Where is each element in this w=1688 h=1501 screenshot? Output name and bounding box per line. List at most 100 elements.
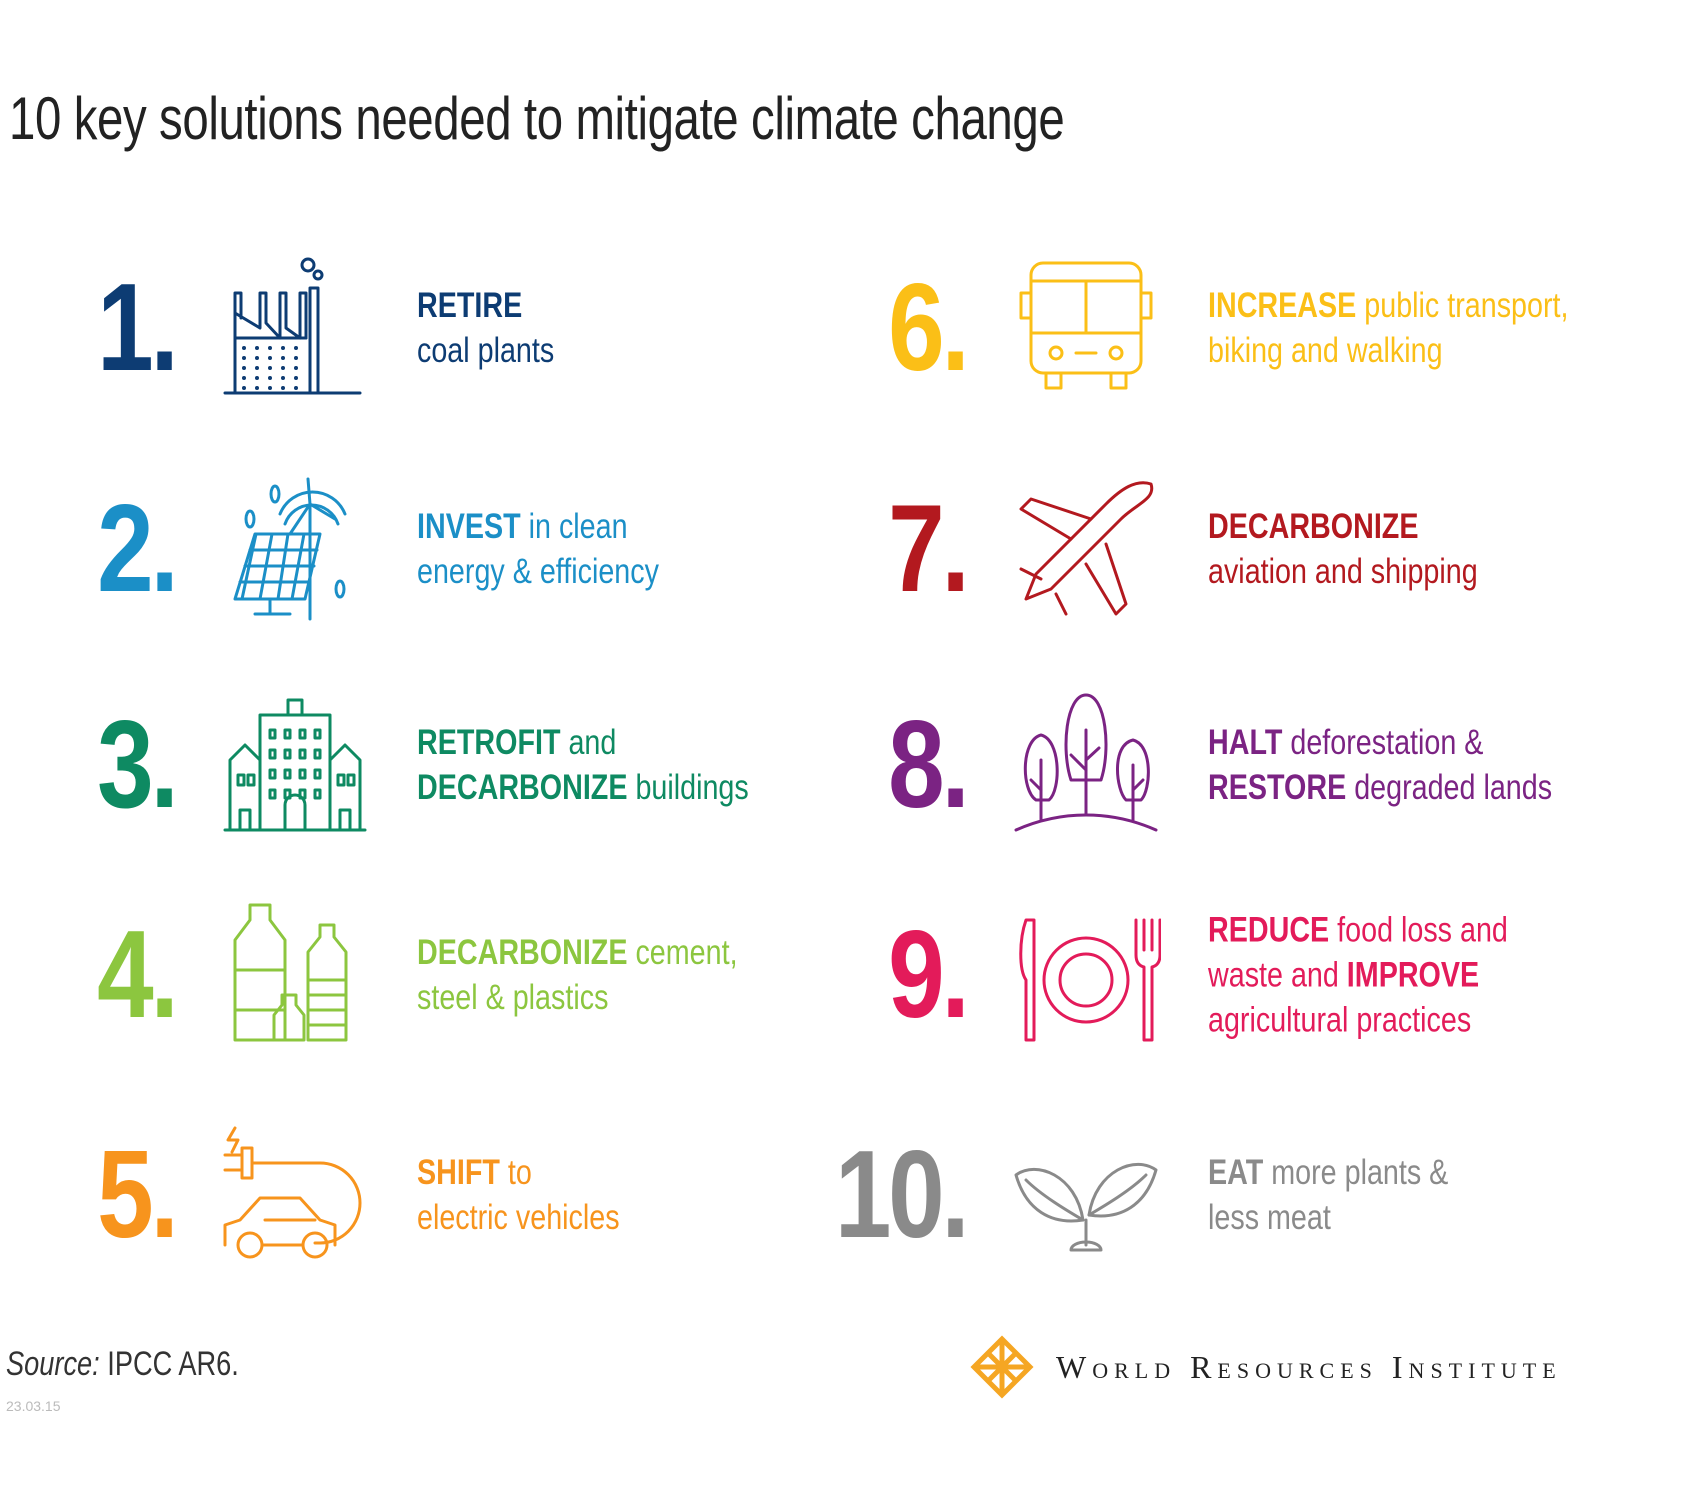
solution-text-line: EAT more plants & bbox=[1208, 1150, 1448, 1195]
solution-detail: electric vehicles bbox=[417, 1198, 620, 1237]
solution-keyword: DECARBONIZE bbox=[417, 768, 628, 807]
solution-text: SHIFT to electric vehicles bbox=[417, 1150, 620, 1240]
solution-text: EAT more plants & less meat bbox=[1208, 1150, 1448, 1240]
solution-text: RETIRE coal plants bbox=[417, 283, 554, 373]
solution-number: 1. bbox=[96, 259, 179, 397]
solution-keyword: REDUCE bbox=[1208, 910, 1330, 950]
solution-keyword: HALT bbox=[1208, 723, 1283, 762]
solution-item-10: 10. EAT more plants & less meat bbox=[791, 1115, 1571, 1275]
solution-number: 9. bbox=[887, 906, 970, 1044]
source-note: Source: IPCC AR6. bbox=[6, 1345, 239, 1384]
solution-detail: food loss and bbox=[1329, 910, 1508, 950]
solution-text: INVEST in clean energy & efficiency bbox=[417, 504, 659, 594]
source-text: IPCC AR6. bbox=[99, 1345, 239, 1383]
date-code: 23.03.15 bbox=[6, 1398, 61, 1414]
solution-detail: cement, bbox=[627, 933, 738, 972]
solution-detail: deforestation & bbox=[1282, 723, 1484, 762]
solution-detail: and bbox=[560, 723, 617, 762]
solution-item-6: 6. INCREASE public transport, biking and w… bbox=[791, 248, 1571, 408]
solution-detail: coal plants bbox=[417, 331, 555, 370]
solution-text-line: DECARBONIZE buildings bbox=[417, 765, 749, 810]
solution-text: REDUCE food loss and waste and IMPROVE agr… bbox=[1208, 908, 1508, 1043]
electric-car-icon bbox=[220, 1120, 370, 1270]
solution-text-line: energy & efficiency bbox=[417, 549, 659, 594]
solution-text-line: SHIFT to bbox=[417, 1150, 620, 1195]
solar-wind-icon bbox=[220, 474, 370, 624]
bus-icon bbox=[1011, 253, 1161, 403]
solution-text-line: less meat bbox=[1208, 1195, 1448, 1240]
solution-item-1: 1. RETIRE coal plants bbox=[0, 248, 780, 408]
solution-text-line: RESTORE degraded lands bbox=[1208, 765, 1552, 810]
plate-cutlery-icon bbox=[1011, 900, 1162, 1050]
solution-keyword: RESTORE bbox=[1208, 768, 1347, 807]
solution-text: DECARBONIZE aviation and shipping bbox=[1208, 504, 1478, 594]
solution-text-line: RETIRE bbox=[417, 283, 554, 328]
solution-keyword: INVEST bbox=[417, 507, 521, 546]
solution-keyword: SHIFT bbox=[417, 1153, 500, 1192]
bottles-icon bbox=[220, 900, 370, 1050]
solution-detail: buildings bbox=[627, 768, 749, 807]
solution-number: 7. bbox=[887, 480, 970, 618]
solution-detail: waste and bbox=[1208, 955, 1347, 995]
solution-text-line: electric vehicles bbox=[417, 1195, 620, 1240]
solution-number: 6. bbox=[887, 259, 970, 397]
solution-text: DECARBONIZE cement, steel & plastics bbox=[417, 930, 738, 1020]
solution-number: 10. bbox=[834, 1126, 969, 1264]
buildings-icon bbox=[220, 690, 370, 840]
solution-detail: aviation and shipping bbox=[1208, 552, 1478, 591]
solution-text-line: coal plants bbox=[417, 328, 554, 373]
solution-keyword: INCREASE bbox=[1208, 286, 1357, 325]
solution-item-4: 4. DECARBONIZE cement, steel & plastics bbox=[0, 895, 780, 1055]
solution-number: 3. bbox=[96, 696, 179, 834]
solution-text-line: steel & plastics bbox=[417, 975, 738, 1020]
solution-number: 2. bbox=[96, 480, 179, 618]
solution-detail: energy & efficiency bbox=[417, 552, 659, 591]
solution-text-line: aviation and shipping bbox=[1208, 549, 1478, 594]
solution-item-5: 5. SHIFT to electric vehicles bbox=[0, 1115, 780, 1275]
solution-number: 8. bbox=[887, 696, 970, 834]
solution-text-line: DECARBONIZE cement, bbox=[417, 930, 738, 975]
solution-item-2: 2. INVEST in clean energy & efficiency bbox=[0, 469, 780, 629]
solution-text-line: RETROFIT and bbox=[417, 720, 749, 765]
solution-keyword: DECARBONIZE bbox=[417, 933, 628, 972]
solution-detail: in clean bbox=[520, 507, 628, 546]
solution-keyword: RETROFIT bbox=[417, 723, 561, 762]
solution-item-8: 8. HALT deforestation & RESTORE degraded l… bbox=[791, 685, 1571, 845]
sprout-icon bbox=[1011, 1120, 1161, 1270]
solution-item-9: 9. REDUCE food loss and waste and IMPROVE a… bbox=[791, 895, 1571, 1055]
solution-text: RETROFIT and DECARBONIZE buildings bbox=[417, 720, 749, 810]
wri-logo-text: World Resources Institute bbox=[1056, 1348, 1562, 1385]
solution-text-line: REDUCE food loss and bbox=[1208, 908, 1508, 953]
solution-text: HALT deforestation & RESTORE degraded lan… bbox=[1208, 720, 1552, 810]
source-label: Source: bbox=[6, 1345, 100, 1383]
solution-detail: degraded lands bbox=[1346, 768, 1553, 807]
solution-text-line: INVEST in clean bbox=[417, 504, 659, 549]
solution-detail: biking and walking bbox=[1208, 331, 1443, 370]
solution-keyword: RETIRE bbox=[417, 286, 523, 325]
solution-detail: agricultural practices bbox=[1208, 1000, 1472, 1040]
solution-detail: public transport, bbox=[1356, 286, 1569, 325]
factory-icon bbox=[220, 253, 370, 403]
solution-detail: steel & plastics bbox=[417, 978, 609, 1017]
wri-logo: World Resources Institute bbox=[970, 1335, 1562, 1399]
trees-icon bbox=[1011, 690, 1161, 840]
solution-text: INCREASE public transport, biking and wal… bbox=[1208, 283, 1568, 373]
solution-detail: more plants & bbox=[1263, 1153, 1449, 1192]
page-title: 10 key solutions needed to mitigate clim… bbox=[9, 85, 1065, 152]
solution-detail: less meat bbox=[1208, 1198, 1331, 1237]
solution-number: 5. bbox=[96, 1126, 179, 1264]
solution-text-line: biking and walking bbox=[1208, 328, 1568, 373]
solution-item-3: 3. RETROFIT and DECARBONIZE buildings bbox=[0, 685, 780, 845]
wri-logo-icon bbox=[970, 1335, 1034, 1399]
solution-text-line: DECARBONIZE bbox=[1208, 504, 1478, 549]
solution-detail: to bbox=[499, 1153, 532, 1192]
solution-text-line: INCREASE public transport, bbox=[1208, 283, 1568, 328]
solution-item-7: 7. DECARBONIZE aviation and shipping bbox=[791, 469, 1571, 629]
airplane-icon bbox=[1011, 474, 1161, 624]
solution-keyword: EAT bbox=[1208, 1153, 1264, 1192]
solution-keyword: IMPROVE bbox=[1346, 955, 1480, 995]
solution-text-line: HALT deforestation & bbox=[1208, 720, 1552, 765]
solution-text-line: waste and IMPROVE bbox=[1208, 953, 1508, 998]
solution-text-line: agricultural practices bbox=[1208, 998, 1508, 1043]
solution-keyword: DECARBONIZE bbox=[1208, 507, 1419, 546]
